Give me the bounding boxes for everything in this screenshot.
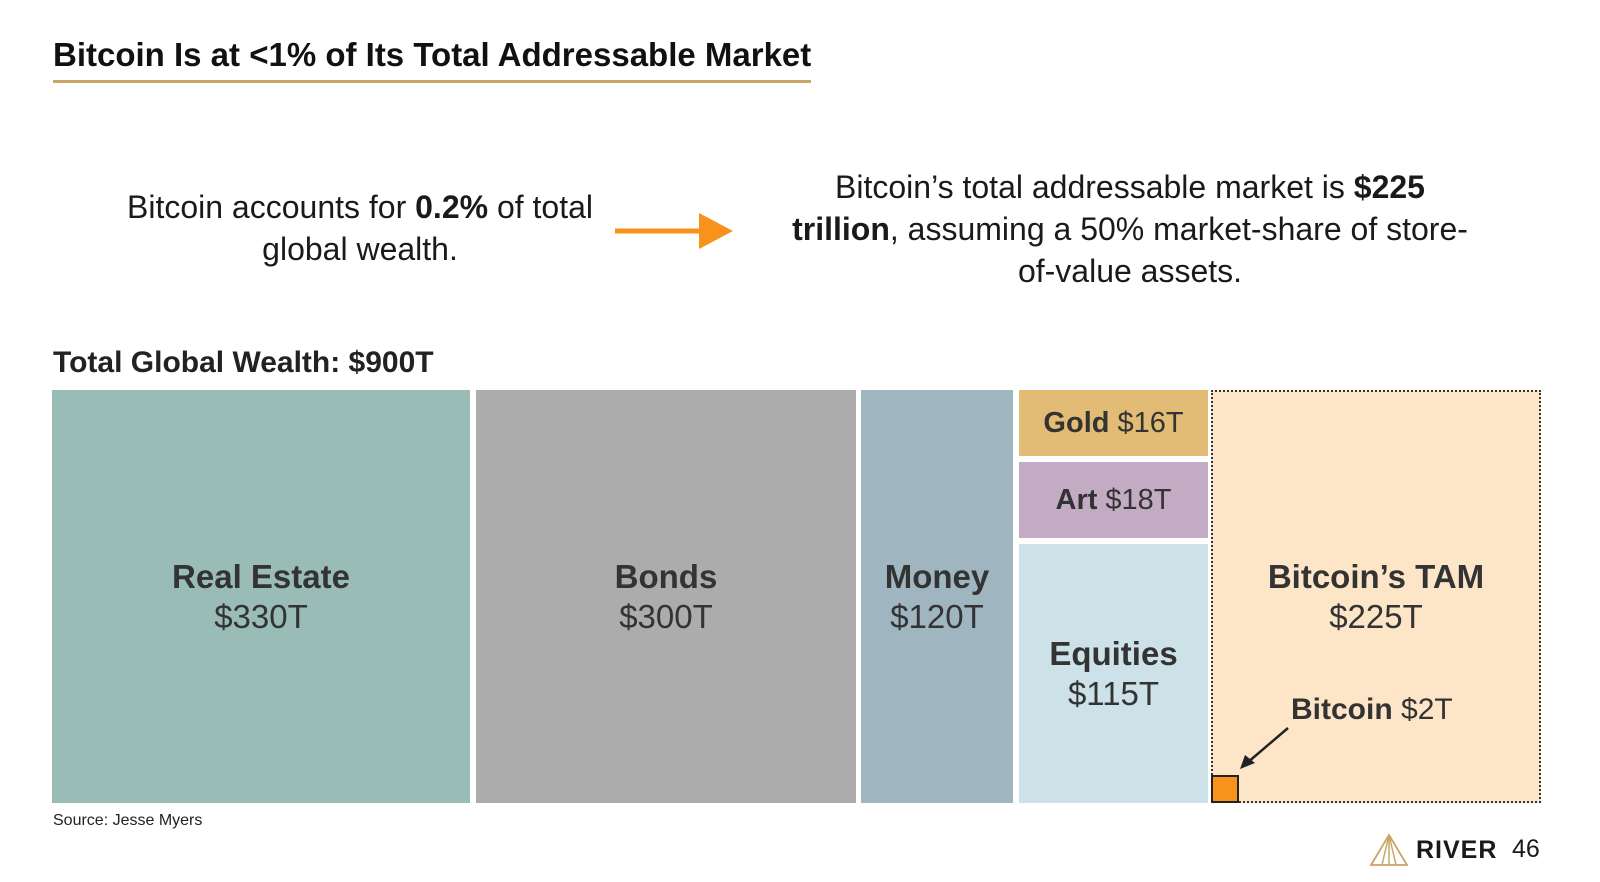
- left-callout-bold: 0.2%: [415, 189, 489, 225]
- left-callout-pre: Bitcoin accounts for: [126, 189, 416, 225]
- tile-equities: Equities $115T: [1019, 544, 1208, 803]
- river-mountain-icon: [1370, 834, 1408, 866]
- right-callout-pre: Bitcoin’s total addressable market is: [835, 169, 1354, 205]
- tile-real-estate: Real Estate $330T: [52, 390, 470, 803]
- logo-text: RIVER: [1416, 835, 1498, 864]
- wealth-share-callout: Bitcoin accounts for 0.2% of total globa…: [110, 186, 610, 270]
- tam-callout: Bitcoin’s total addressable market is $2…: [790, 166, 1470, 292]
- tile-real-estate-value: $330T: [214, 597, 308, 635]
- bitcoin-name: Bitcoin: [1291, 693, 1393, 726]
- right-callout-post: , assuming a 50% market-share of store-o…: [889, 211, 1468, 289]
- tile-art: Art $18T: [1019, 462, 1208, 538]
- river-logo: RIVER: [1370, 834, 1497, 866]
- tam-label: Bitcoin’s TAM $225T: [1211, 557, 1541, 637]
- tile-gold-name: Gold: [1043, 407, 1110, 439]
- tile-bonds: Bonds $300T: [476, 390, 856, 803]
- bitcoin-square: [1211, 775, 1239, 803]
- tile-art-value: $18T: [1105, 484, 1172, 516]
- tile-gold: Gold $16T: [1019, 390, 1208, 456]
- left-callout-post: of total global wealth.: [262, 189, 594, 267]
- chart-title: Total Global Wealth: $900T: [53, 346, 434, 379]
- bitcoin-label: Bitcoin $2T: [1291, 693, 1453, 727]
- tam-value: $225T: [1329, 598, 1423, 635]
- tile-equities-value: $115T: [1067, 674, 1160, 712]
- tile-real-estate-name: Real Estate: [172, 557, 350, 595]
- tile-bonds-value: $300T: [619, 597, 713, 635]
- slide-title: Bitcoin Is at <1% of Its Total Addressab…: [53, 36, 812, 83]
- tam-box: [1211, 390, 1541, 803]
- tile-gold-value: $16T: [1117, 407, 1184, 439]
- tile-money: Money $120T: [861, 390, 1013, 803]
- right-arrow-icon: [615, 213, 733, 249]
- page-number: 46: [1512, 835, 1540, 863]
- right-callout-bold: $225 trillion: [792, 169, 1425, 247]
- tile-art-name: Art: [1055, 484, 1098, 516]
- tile-money-name: Money: [884, 557, 990, 595]
- tile-equities-name: Equities: [1049, 634, 1178, 672]
- bitcoin-value: $2T: [1392, 693, 1453, 726]
- tile-bonds-name: Bonds: [614, 557, 718, 595]
- bitcoin-pointer-arrow-icon: [1240, 727, 1289, 769]
- tile-money-value: $120T: [890, 597, 984, 635]
- tam-name: Bitcoin’s TAM: [1267, 558, 1485, 595]
- source-note: Source: Jesse Myers: [53, 812, 203, 829]
